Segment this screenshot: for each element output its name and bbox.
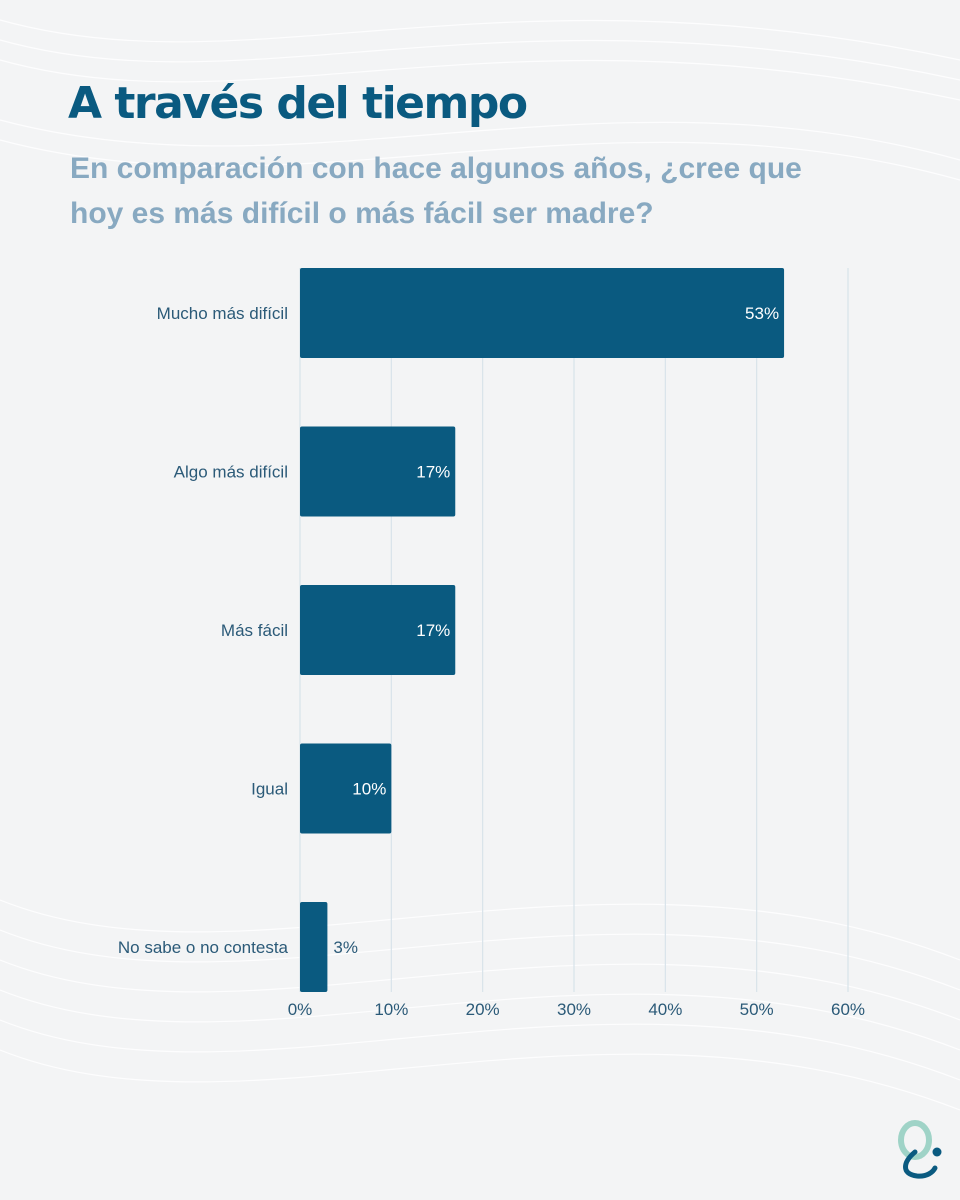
category-label: Algo más difícil (174, 463, 288, 482)
x-tick-label: 0% (288, 1000, 313, 1019)
x-tick-label: 30% (557, 1000, 591, 1019)
x-tick-label: 20% (466, 1000, 500, 1019)
bar (300, 426, 456, 517)
data-label: 53% (745, 304, 779, 323)
brand-q-logo-icon (898, 1120, 942, 1179)
bar (300, 743, 392, 834)
chart-subtitle: En comparación con hace algunos años, ¿c… (70, 152, 802, 230)
x-tick-label: 10% (374, 1000, 408, 1019)
bar (300, 268, 785, 358)
data-label: 10% (352, 780, 386, 799)
bar (300, 585, 456, 675)
category-label: Igual (251, 780, 288, 799)
x-tick-label: 60% (831, 1000, 865, 1019)
data-label: 17% (416, 463, 450, 482)
bar (300, 902, 328, 992)
x-tick-label: 50% (740, 1000, 774, 1019)
x-tick-label: 40% (648, 1000, 682, 1019)
data-label: 3% (333, 938, 358, 957)
category-label: No sabe o no contesta (118, 938, 289, 957)
category-label: Mucho más difícil (157, 304, 288, 323)
page-title: A través del tiempo (68, 78, 528, 129)
data-label: 17% (416, 621, 450, 640)
category-label: Más fácil (221, 621, 288, 640)
